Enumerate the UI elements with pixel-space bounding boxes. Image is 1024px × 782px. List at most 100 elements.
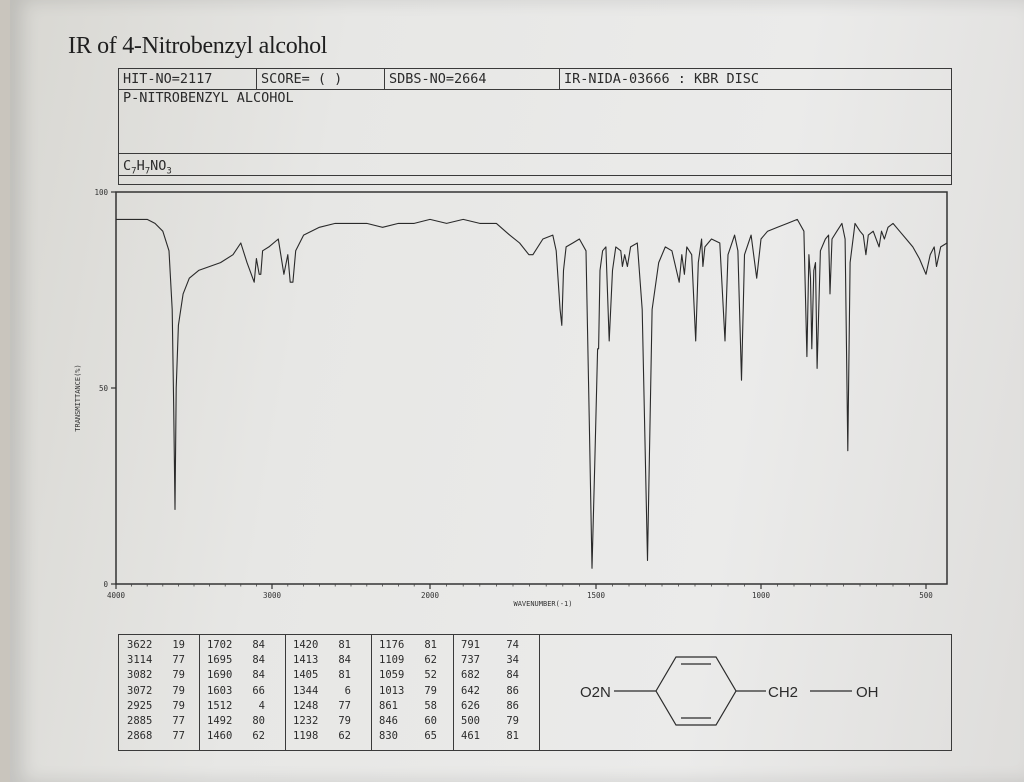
peak-wavenumber: 3072: [127, 684, 153, 697]
peak-entry: 3072 79: [127, 685, 185, 699]
peak-entry: 2868 77: [127, 730, 185, 744]
peak-wavenumber: 1059: [379, 669, 405, 682]
peak-column-5: 791 74 737 34 682 84 642 86 626 86 500 79 461 81: [453, 635, 540, 750]
peak-entry: 2925 79: [127, 700, 185, 714]
x-tick-label: 4000: [107, 591, 126, 600]
peak-entry: 737 34: [461, 654, 519, 668]
peak-transmittance: 58: [424, 699, 437, 712]
peak-entry: 1702 84: [207, 639, 265, 653]
peak-wavenumber: 861: [379, 699, 398, 712]
peak-transmittance: 65: [424, 730, 437, 743]
peak-transmittance: 62: [424, 654, 437, 667]
peak-transmittance: 84: [252, 654, 265, 667]
x-tick-label: 1500: [587, 591, 606, 600]
header-box: HIT-NO=2117 SCORE= ( ) SDBS-NO=2664 IR-N…: [118, 68, 952, 185]
peak-transmittance: 4: [258, 699, 265, 712]
peak-entry: 1690 84: [207, 669, 265, 683]
peak-entry: 791 74: [461, 639, 519, 653]
peak-entry: 682 84: [461, 669, 519, 683]
peak-entry: 1109 62: [379, 654, 437, 668]
peak-entry: 1603 66: [207, 685, 265, 699]
peak-entry: 3622 19: [127, 639, 185, 653]
nitro-group-label: O2N: [580, 684, 611, 701]
peak-table: 3622 19 3114 77 3082 79 3072 79 2925 79 2885 77 2868…: [118, 634, 952, 751]
peak-transmittance: 77: [172, 654, 185, 667]
peak-transmittance: 80: [252, 715, 265, 727]
peak-entry: 1248 77: [293, 700, 351, 714]
peak-wavenumber: 2868: [127, 730, 153, 743]
sdbs-number: SDBS-NO=2664: [385, 69, 560, 89]
peak-transmittance: 74: [506, 639, 519, 651]
y-tick-label: 100: [94, 188, 108, 197]
peak-wavenumber: 1603: [207, 684, 233, 697]
peak-transmittance: 79: [172, 699, 185, 712]
peak-transmittance: 84: [252, 669, 265, 682]
peak-transmittance: 6: [344, 684, 351, 697]
peak-entry: 1512 4: [207, 700, 265, 714]
peak-transmittance: 81: [424, 639, 437, 651]
peak-entry: 461 81: [461, 730, 519, 744]
peak-entry: 1059 52: [379, 669, 437, 683]
peak-wavenumber: 1176: [379, 639, 405, 651]
peak-wavenumber: 1492: [207, 715, 233, 727]
peak-entry: 642 86: [461, 685, 519, 699]
peak-wavenumber: 1413: [293, 654, 319, 667]
peak-entry: 1420 81: [293, 639, 351, 653]
peak-transmittance: 81: [338, 639, 351, 651]
peak-wavenumber: 461: [461, 730, 480, 743]
peak-wavenumber: 3114: [127, 654, 153, 667]
peak-wavenumber: 2925: [127, 699, 153, 712]
peak-entry: 846 60: [379, 715, 437, 729]
peak-transmittance: 77: [338, 699, 351, 712]
peak-wavenumber: 626: [461, 699, 480, 712]
peak-wavenumber: 3082: [127, 669, 153, 682]
peak-wavenumber: 1690: [207, 669, 233, 682]
peak-transmittance: 52: [424, 669, 437, 682]
peak-wavenumber: 1232: [293, 715, 319, 727]
peak-entry: 2885 77: [127, 715, 185, 729]
peak-transmittance: 79: [424, 684, 437, 697]
peak-entry: 500 79: [461, 715, 519, 729]
hydroxyl-label: OH: [856, 684, 879, 701]
peak-wavenumber: 830: [379, 730, 398, 743]
x-tick-label: 2000: [421, 591, 440, 600]
score: SCORE= ( ): [257, 69, 385, 89]
peak-transmittance: 66: [252, 684, 265, 697]
peak-transmittance: 86: [506, 684, 519, 697]
peak-transmittance: 84: [338, 654, 351, 667]
y-tick-label: 0: [103, 580, 108, 589]
x-tick-label: 500: [919, 591, 933, 600]
peak-transmittance: 79: [338, 715, 351, 727]
peak-transmittance: 77: [172, 730, 185, 743]
paper-sheet: [10, 0, 1024, 782]
structure-diagram: O2N CH2 OH: [580, 656, 879, 726]
peak-transmittance: 34: [506, 654, 519, 667]
peak-wavenumber: 1460: [207, 730, 233, 743]
plot-frame: [115, 191, 948, 585]
molecular-formula: C7H7NO3: [123, 158, 172, 177]
peak-entry: 1413 84: [293, 654, 351, 668]
peak-transmittance: 19: [172, 639, 185, 651]
peak-column-4: 1176 81 1109 62 1059 52 1013 79 861 58 846 60 830 65: [371, 635, 454, 750]
x-axis-label: WAVENUMBER(-1): [513, 600, 572, 608]
peak-entry: 1232 79: [293, 715, 351, 729]
peak-entry: 1695 84: [207, 654, 265, 668]
peak-wavenumber: 1109: [379, 654, 405, 667]
peak-transmittance: 84: [506, 669, 519, 682]
peak-wavenumber: 846: [379, 715, 398, 727]
peak-transmittance: 86: [506, 699, 519, 712]
peak-wavenumber: 3622: [127, 639, 153, 651]
y-axis-label: TRANSMITTANCE(%): [74, 364, 82, 431]
peak-entry: 861 58: [379, 700, 437, 714]
peak-wavenumber: 737: [461, 654, 480, 667]
benzene-ring: [655, 656, 737, 726]
peak-wavenumber: 1013: [379, 684, 405, 697]
peak-entry: 1460 62: [207, 730, 265, 744]
header-top-row: HIT-NO=2117 SCORE= ( ) SDBS-NO=2664 IR-N…: [119, 69, 951, 90]
peak-entry: 1176 81: [379, 639, 437, 653]
peak-entry: 830 65: [379, 730, 437, 744]
header-name-row: P-NITROBENZYL ALCOHOL: [119, 89, 951, 154]
peak-transmittance: 62: [338, 730, 351, 743]
peak-entry: 1013 79: [379, 685, 437, 699]
